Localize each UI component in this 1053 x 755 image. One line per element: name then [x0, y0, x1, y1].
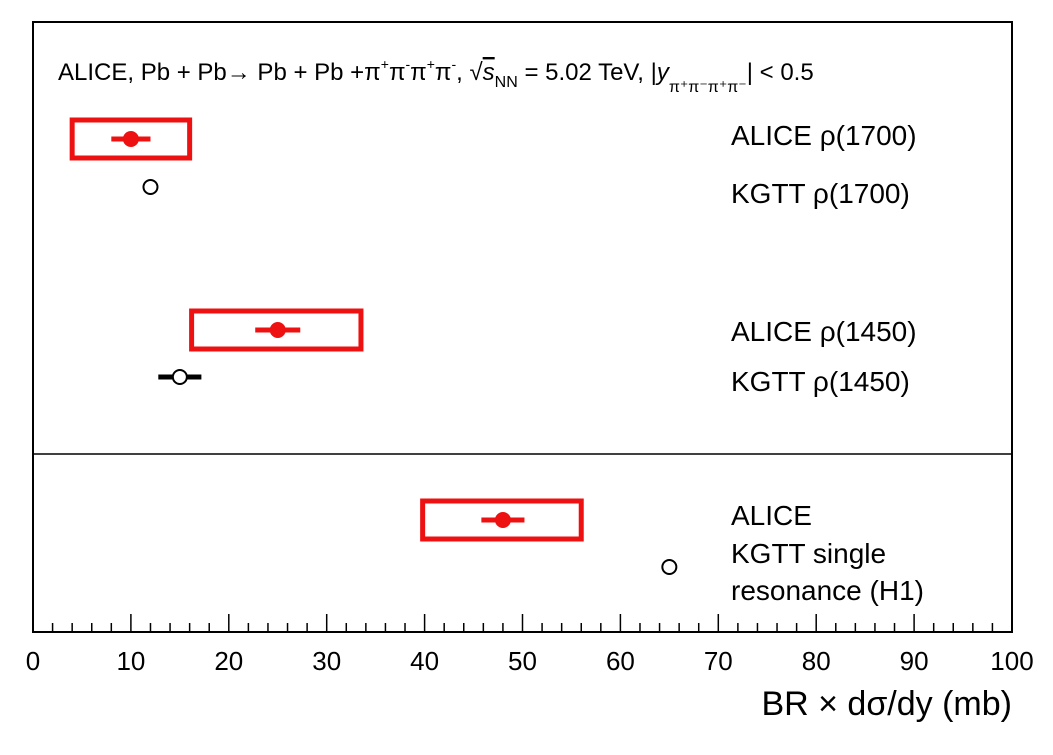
x-tick-label: 10: [116, 646, 145, 676]
model-point: [171, 369, 188, 385]
x-tick-label: 20: [214, 646, 243, 676]
x-axis-label: BR × dσ/dy (mb): [761, 685, 1012, 723]
data-point: [269, 322, 286, 338]
title-pi-plus-sup: +: [381, 56, 389, 72]
entry-labels: ALICE ρ(1700) KGTT ρ(1700) ALICE ρ(1450) KG…: [731, 120, 924, 606]
data-point: [122, 131, 139, 147]
x-tick-label: 60: [606, 646, 635, 676]
sqrt-symbol: √: [470, 59, 484, 86]
legend-label: KGTT ρ(1700): [731, 178, 910, 209]
x-tick-label: 80: [802, 646, 831, 676]
data-marks: [69, 117, 678, 575]
x-tick-label: 30: [312, 646, 341, 676]
legend-label: ALICE ρ(1700): [731, 120, 917, 151]
data-point: [494, 512, 511, 528]
systematic-box: [69, 117, 193, 161]
x-tick-label: 0: [26, 646, 40, 676]
model-point: [142, 179, 159, 195]
chart-title: ALICE, Pb + Pb→ Pb + Pb +π+π-π+π-, √sNN …: [58, 56, 814, 96]
x-tick-label: 40: [410, 646, 439, 676]
legend-label: ALICE ρ(1450): [731, 316, 917, 347]
x-tick-label: 100: [990, 646, 1033, 676]
x-tick-label: 70: [704, 646, 733, 676]
model-point: [661, 559, 678, 575]
systematic-box: [420, 498, 584, 542]
x-axis: 0 10 20 30 40 50 60 70 80 90 100: [26, 614, 1034, 676]
x-tick-label: 90: [900, 646, 929, 676]
legend-label: KGTT single: [731, 538, 886, 569]
systematic-box: [189, 308, 364, 352]
legend-label: resonance (H1): [731, 575, 924, 606]
x-tick-label: 50: [508, 646, 537, 676]
legend-label: KGTT ρ(1450): [731, 366, 910, 397]
legend-label: ALICE: [731, 500, 812, 531]
